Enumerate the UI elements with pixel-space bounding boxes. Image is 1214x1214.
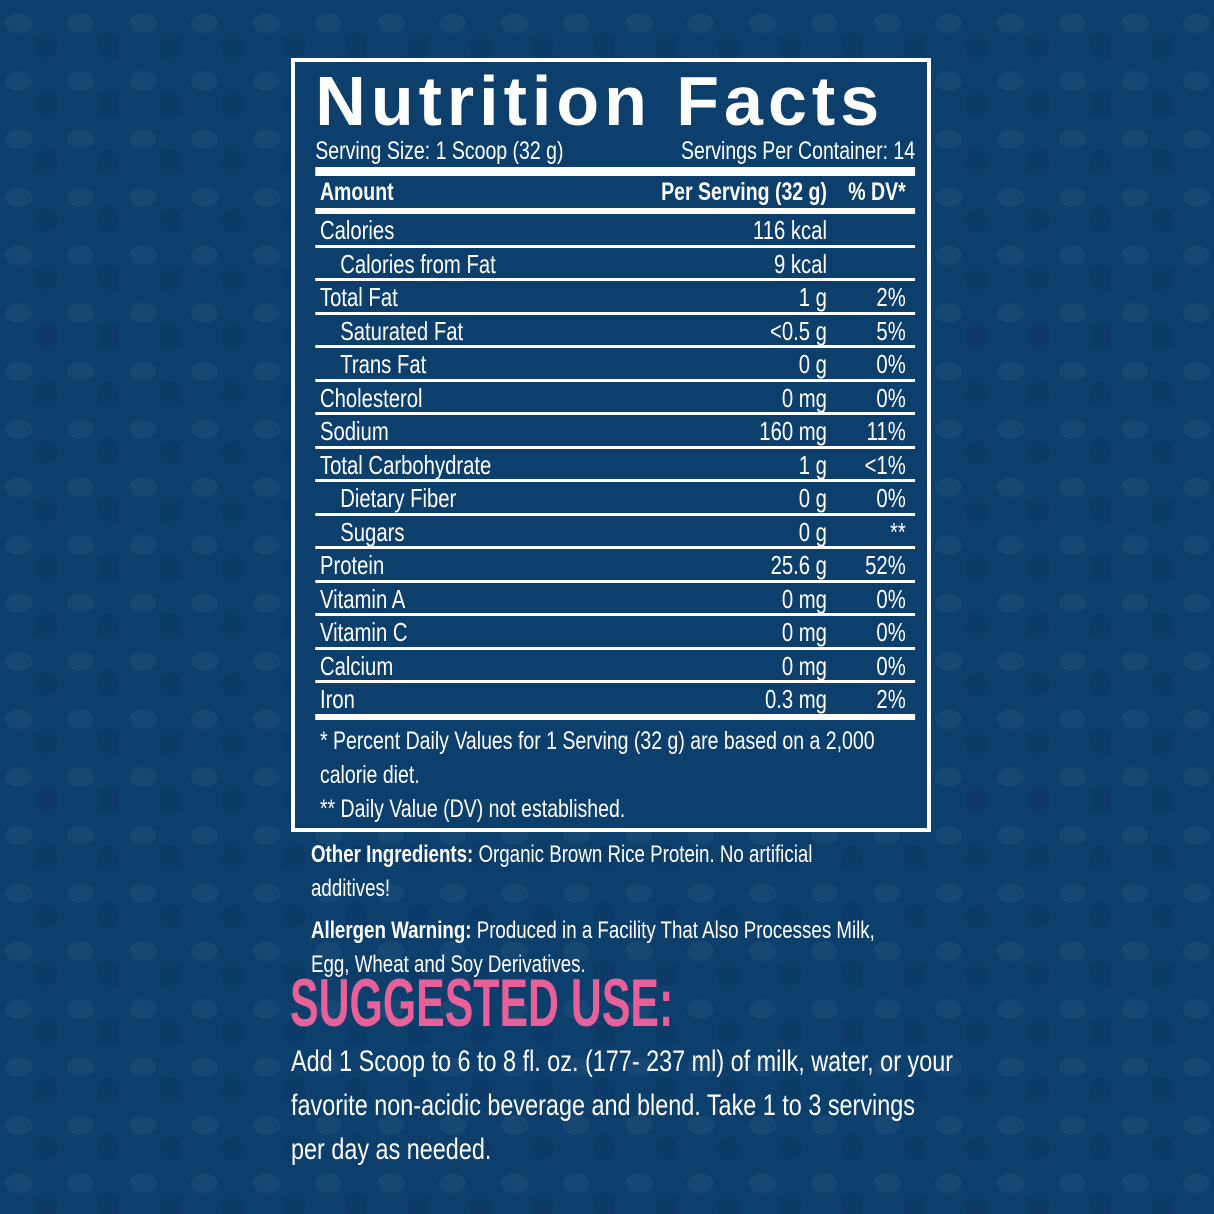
footnote-not-established: ** Daily Value (DV) not established.: [319, 795, 626, 823]
nutrient-dv: 11%: [866, 416, 906, 446]
nutrient-amount: 9 kcal: [773, 248, 827, 279]
nutrient-name: Calories from Fat: [340, 248, 496, 279]
nutrient-dv: **: [889, 516, 906, 547]
header-per-serving: Per Serving (32 g): [661, 178, 827, 206]
divider: [315, 167, 916, 176]
nutrient-row: Vitamin C 0 mg 0%: [315, 616, 916, 650]
nutrient-row: Saturated Fat <0.5 g 5%: [315, 315, 916, 348]
nutrient-rows: Calories 116 kcal Calories from Fat 9 kcal T…: [315, 214, 916, 720]
ingredients-section: Other Ingredients: Organic Brown Rice Pr…: [311, 838, 896, 990]
nutrient-amount: <0.5 g: [770, 315, 827, 346]
nutrient-name: Sodium: [319, 416, 389, 446]
suggested-use-heading: SUGGESTED USE:: [290, 965, 674, 1041]
nutrient-row: Calories from Fat 9 kcal: [315, 248, 916, 281]
nutrient-amount: 0 mg: [781, 583, 827, 614]
nutrient-dv: <1%: [864, 449, 906, 480]
suggested-use-text: Add 1 Scoop to 6 to 8 fl. oz. (177- 237 …: [291, 1045, 954, 1166]
allergen-warning: Allergen Warning: Produced in a Facility…: [311, 917, 875, 978]
nutrient-name: Vitamin C: [319, 617, 408, 647]
nutrient-dv: 0%: [876, 617, 906, 647]
nutrient-name: Cholesterol: [319, 382, 423, 413]
nutrition-facts-label: Nutrition Facts Serving Size: 1 Scoop (3…: [291, 58, 931, 832]
nutrient-row: Sodium 160 mg 11%: [315, 415, 916, 449]
nutrient-row: Dietary Fiber 0 g 0%: [315, 482, 916, 516]
footnotes: * Percent Daily Values for 1 Serving (32…: [320, 724, 913, 826]
nutrient-name: Calories: [319, 215, 395, 245]
nutrient-dv: 0%: [876, 349, 906, 379]
nutrient-name: Calcium: [319, 650, 394, 681]
nutrient-dv: 0%: [876, 483, 906, 513]
nutrient-dv: 0%: [876, 382, 906, 413]
header-amount: Amount: [319, 178, 394, 206]
table-header: Amount Per Serving (32 g) % DV*: [315, 176, 916, 214]
nutrient-row: Sugars 0 g **: [315, 516, 916, 549]
other-ingredients: Other Ingredients: Organic Brown Rice Pr…: [311, 841, 813, 902]
nutrient-row: Calories 116 kcal: [315, 214, 916, 248]
nutrient-row: Total Fat 1 g 2%: [315, 281, 916, 315]
nutrient-amount: 160 mg: [759, 416, 827, 446]
nutrient-name: Trans Fat: [340, 349, 427, 379]
nutrient-dv: 0%: [876, 650, 906, 681]
nutrient-name: Total Fat: [319, 282, 398, 312]
nutrient-name: Saturated Fat: [340, 315, 464, 346]
nutrient-name: Sugars: [340, 516, 405, 547]
nutrient-dv: 52%: [865, 550, 906, 580]
nutrient-amount: 1 g: [798, 282, 827, 312]
header-dv: % DV*: [848, 178, 906, 206]
nutrient-amount: 1 g: [798, 449, 827, 480]
nutrient-amount: 0 g: [798, 483, 827, 513]
footnote-dv: * Percent Daily Values for 1 Serving (32…: [319, 727, 875, 789]
nutrient-amount: 0.3 mg: [764, 684, 827, 714]
label-title: Nutrition Facts: [315, 62, 885, 140]
nutrient-amount: 116 kcal: [752, 215, 827, 245]
nutrient-dv: 2%: [876, 684, 906, 714]
nutrient-row: Cholesterol 0 mg 0%: [315, 382, 916, 415]
nutrient-amount: 0 g: [798, 516, 827, 547]
nutrient-row: Protein 25.6 g 52%: [315, 549, 916, 583]
nutrient-amount: 0 mg: [781, 617, 827, 647]
servings-per-container: Servings Per Container: 14: [680, 137, 916, 165]
serving-info: Serving Size: 1 Scoop (32 g) Servings Pe…: [315, 138, 915, 164]
serving-size: Serving Size: 1 Scoop (32 g): [315, 137, 564, 165]
nutrient-amount: 0 mg: [781, 650, 827, 681]
nutrient-amount: 0 g: [798, 349, 827, 379]
nutrient-row: Calcium 0 mg 0%: [315, 650, 916, 683]
nutrient-name: Total Carbohydrate: [319, 449, 492, 480]
nutrient-dv: 2%: [876, 282, 906, 312]
nutrient-name: Protein: [319, 550, 385, 580]
nutrient-name: Iron: [319, 684, 355, 714]
nutrient-dv: 0%: [876, 583, 906, 614]
nutrient-name: Dietary Fiber: [340, 483, 457, 513]
nutrient-name: Vitamin A: [319, 583, 406, 614]
nutrient-row: Trans Fat 0 g 0%: [315, 348, 916, 382]
nutrient-row: Iron 0.3 mg 2%: [315, 683, 916, 720]
nutrient-row: Total Carbohydrate 1 g <1%: [315, 449, 916, 482]
nutrient-amount: 25.6 g: [770, 550, 827, 580]
nutrient-amount: 0 mg: [781, 382, 827, 413]
nutrient-dv: 5%: [876, 315, 906, 346]
nutrient-row: Vitamin A 0 mg 0%: [315, 583, 916, 616]
